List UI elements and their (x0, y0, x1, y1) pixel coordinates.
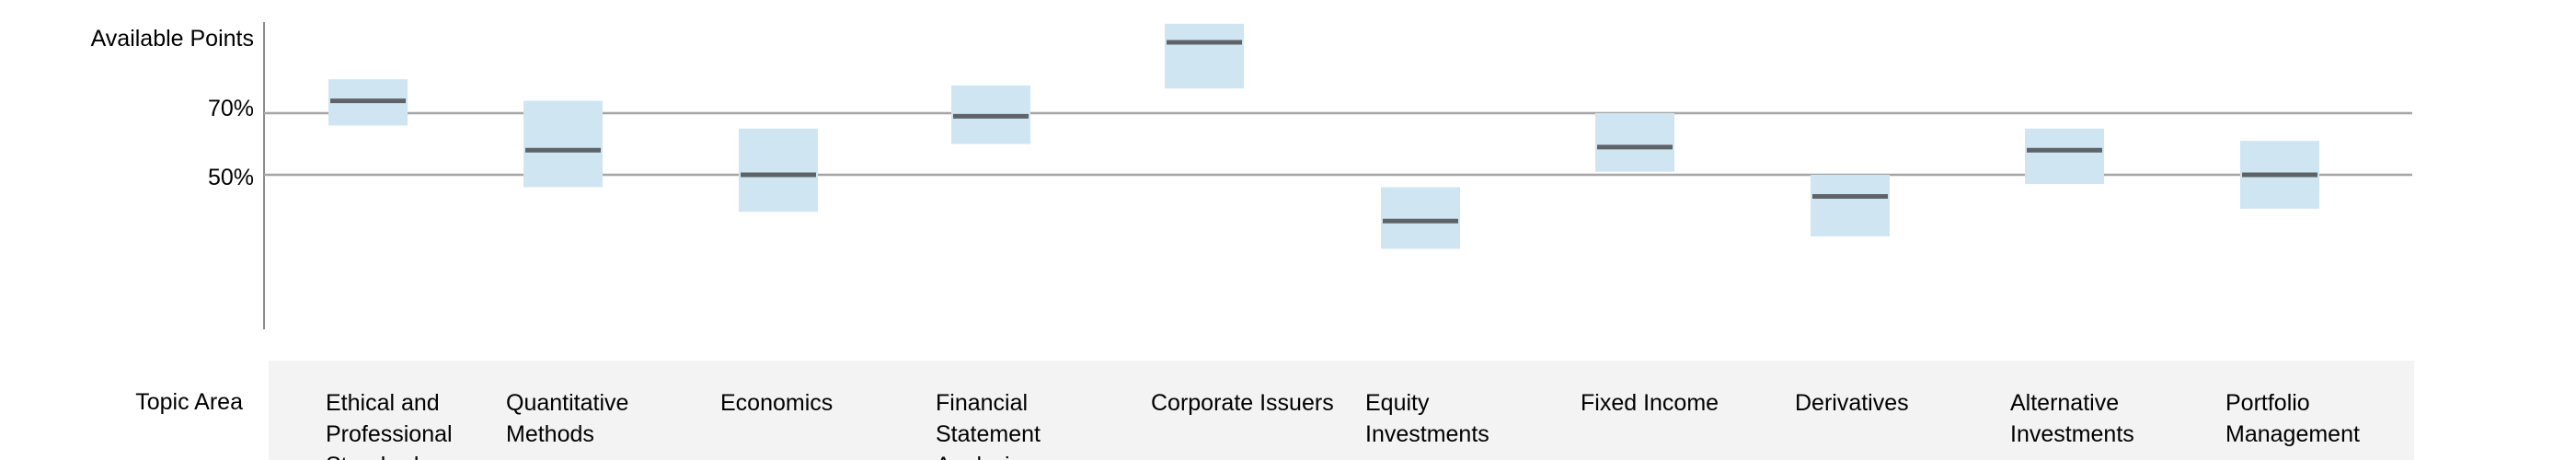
range-band (2025, 128, 2104, 185)
range-band (523, 100, 603, 188)
topic-area-band (269, 361, 2414, 460)
range-band (1811, 175, 1890, 236)
category-label: Economics (720, 390, 834, 416)
category-label: Financial Statement Analysis (936, 390, 1041, 460)
category-label: Equity Investments (1365, 390, 1489, 447)
y-tick-label-50: 50% (207, 165, 254, 190)
category-label: Derivatives (1795, 390, 1909, 416)
x-axis-title: Topic Area (135, 389, 243, 415)
range-band (1595, 113, 1674, 172)
y-tick-label-70: 70% (207, 96, 254, 121)
category-label: Alternative Investments (2010, 390, 2134, 447)
category-label: Portfolio Management (2225, 390, 2360, 447)
category-label: Quantitative Methods (506, 390, 629, 447)
y-axis-title: Available Points (90, 26, 254, 52)
category-label: Ethical and Professional Standards (326, 390, 453, 460)
range-band (1165, 23, 1244, 89)
range-band (739, 128, 818, 213)
category-label: Fixed Income (1581, 390, 1719, 416)
category-label: Corporate Issuers (1151, 390, 1334, 416)
range-band (1381, 187, 1460, 249)
